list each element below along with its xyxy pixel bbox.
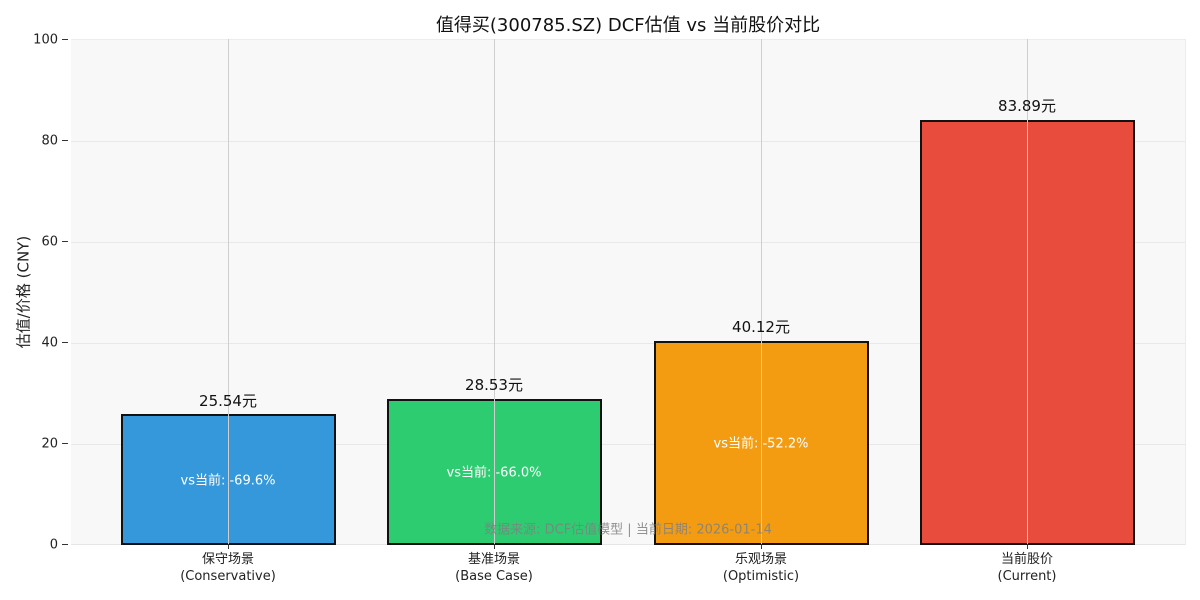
- diff-label: vs当前: -52.2%: [713, 436, 809, 452]
- vgridline: [761, 39, 762, 544]
- y-tick: [62, 342, 68, 343]
- diff-label: vs当前: -66.0%: [446, 465, 542, 481]
- category-sub: (Optimistic): [722, 569, 800, 584]
- x-category-label: 保守场景 (Conservative): [180, 551, 276, 585]
- gridline-60: [71, 242, 1185, 243]
- y-tick: [62, 39, 68, 40]
- value-label: 28.53元: [465, 376, 523, 394]
- category-name: 基准场景: [467, 552, 520, 567]
- y-tick: [62, 140, 68, 141]
- y-tick: [62, 443, 68, 444]
- vgridline: [228, 39, 229, 544]
- value-label: 40.12元: [732, 318, 790, 336]
- category-sub: (Conservative): [180, 569, 276, 584]
- x-axis-line: [71, 544, 1185, 545]
- x-tick: [761, 544, 762, 549]
- y-tick-label: 20: [41, 436, 58, 452]
- y-axis-title: 估值/价格 (CNY): [14, 235, 33, 349]
- gridline-80: [71, 141, 1185, 142]
- category-sub: (Base Case): [455, 569, 533, 584]
- gridline-40: [71, 343, 1185, 344]
- chart-title: 值得买(300785.SZ) DCF估值 vs 当前股价对比: [435, 15, 821, 36]
- x-category-label: 基准场景 (Base Case): [455, 551, 533, 585]
- vgridline: [494, 39, 495, 544]
- category-sub: (Current): [997, 569, 1057, 584]
- value-label: 25.54元: [199, 392, 257, 410]
- x-tick: [228, 544, 229, 549]
- y-tick: [62, 241, 68, 242]
- category-name: 当前股价: [1000, 552, 1054, 567]
- y-tick: [62, 544, 68, 545]
- vgridline: [1027, 39, 1028, 544]
- data-source-note: 数据来源: DCF估值模型 | 当前日期: 2026-01-14: [484, 522, 772, 538]
- x-tick: [1027, 544, 1028, 549]
- x-tick: [494, 544, 495, 549]
- x-category-label: 乐观场景 (Optimistic): [723, 551, 799, 585]
- gridline-20: [71, 444, 1185, 445]
- y-tick-label: 0: [49, 537, 58, 553]
- category-name: 乐观场景: [734, 552, 787, 567]
- y-tick-label: 100: [33, 32, 58, 48]
- value-label: 83.89元: [998, 97, 1056, 115]
- category-name: 保守场景: [201, 552, 254, 567]
- y-tick-label: 80: [41, 133, 58, 149]
- y-tick-label: 60: [41, 234, 58, 250]
- diff-label: vs当前: -69.6%: [180, 473, 276, 489]
- x-category-label: 当前股价 (Current): [998, 551, 1057, 585]
- y-tick-label: 40: [41, 335, 58, 351]
